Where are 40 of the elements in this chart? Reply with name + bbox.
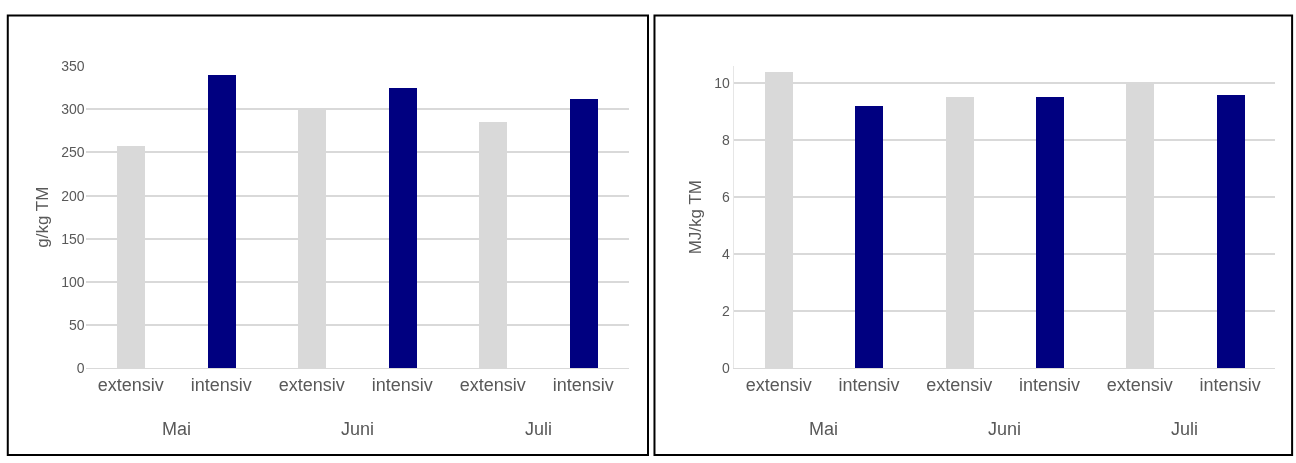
x-tick-label: extensiv bbox=[745, 374, 812, 395]
x-tick-label: intensiv bbox=[838, 374, 900, 395]
x-tick-label: extensiv bbox=[926, 374, 993, 395]
text: Mai bbox=[162, 419, 192, 439]
text: Juni bbox=[341, 419, 375, 439]
y-tick-label: 10 bbox=[714, 75, 730, 92]
y-tick-label: 4 bbox=[721, 246, 730, 263]
x-tick-label: intensiv bbox=[1019, 374, 1081, 395]
x-tick-label: intensiv bbox=[371, 374, 433, 395]
y-tick-label: 0 bbox=[76, 360, 85, 377]
bar bbox=[1035, 97, 1064, 369]
bar bbox=[207, 75, 236, 369]
y-axis-title: MJ/kg TM bbox=[685, 180, 705, 255]
bar bbox=[1216, 95, 1245, 369]
text: Juli bbox=[1171, 419, 1199, 439]
y-tick-label: 300 bbox=[61, 101, 85, 118]
x-tick-label: extensiv bbox=[97, 374, 164, 395]
y-tick-label: 350 bbox=[61, 58, 85, 75]
y-tick-label: 6 bbox=[721, 189, 730, 206]
y-tick-label: 150 bbox=[61, 230, 85, 247]
x-tick-label: intensiv bbox=[190, 374, 252, 395]
x-tick-label: extensiv bbox=[1106, 374, 1173, 395]
x-tick-label: intensiv bbox=[552, 374, 614, 395]
y-axis-title: g/kg TM bbox=[32, 186, 52, 248]
x-tick-label: extensiv bbox=[278, 374, 345, 395]
y-tick-label: 0 bbox=[721, 360, 730, 377]
y-tick-label: 250 bbox=[61, 144, 85, 161]
text: Juni bbox=[988, 419, 1022, 439]
y-tick-label: 100 bbox=[61, 273, 85, 290]
bar bbox=[388, 88, 417, 369]
y-tick-label: 50 bbox=[68, 317, 85, 334]
bar bbox=[569, 99, 598, 369]
y-tick-label: 8 bbox=[721, 132, 730, 149]
y-tick-label: 2 bbox=[721, 303, 730, 320]
x-tick-label: extensiv bbox=[459, 374, 526, 395]
text: Mai bbox=[809, 419, 839, 439]
bar bbox=[854, 106, 883, 369]
y-tick-label: 200 bbox=[61, 187, 85, 204]
text: Juli bbox=[525, 419, 553, 439]
x-tick-label: intensiv bbox=[1199, 374, 1261, 395]
